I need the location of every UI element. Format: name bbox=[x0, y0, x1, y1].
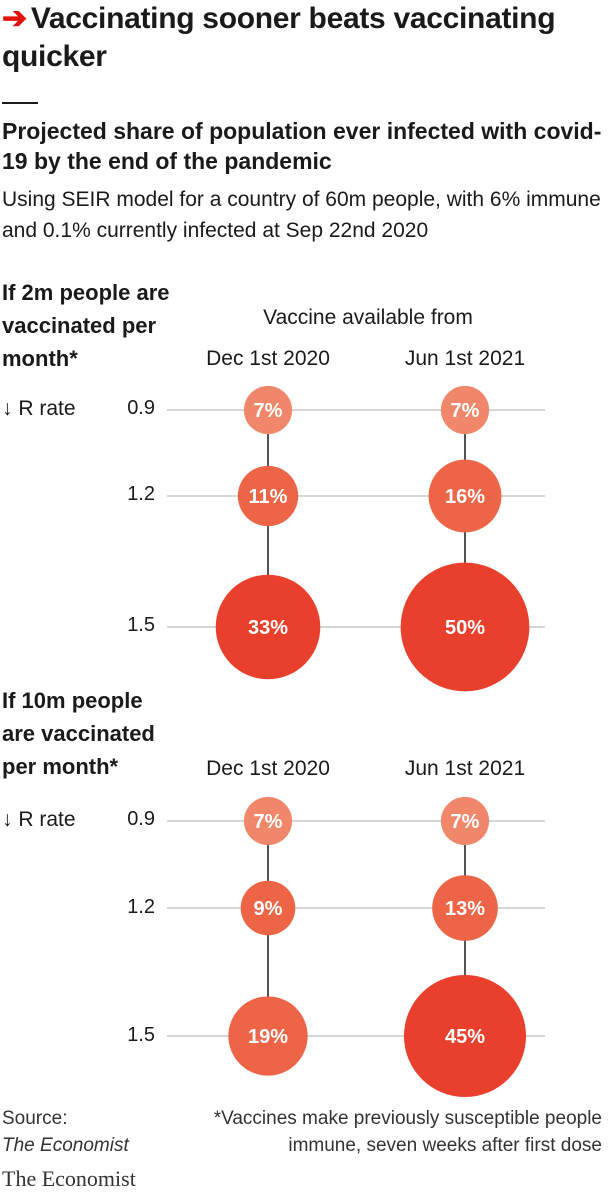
panel-1-col-header-jun: Jun 1st 2021 bbox=[404, 347, 526, 370]
panel-2-bubble-0-0 bbox=[243, 796, 293, 846]
panel-1-bubble-label-0-1: 11% bbox=[249, 486, 288, 508]
panel-1-bubble-label-0-0: 7% bbox=[254, 400, 283, 422]
panel-1-bubble-1-0 bbox=[440, 385, 490, 435]
source-name: The Economist bbox=[2, 1135, 129, 1156]
panel-2-bubble-1-2 bbox=[403, 974, 527, 1098]
panel-1-bubble-0-2 bbox=[215, 574, 321, 680]
source-note: Source: The Economist bbox=[2, 1105, 129, 1159]
panel-1-bubble-1-2 bbox=[400, 562, 530, 692]
panel-2-tick-1.5: 1.5 bbox=[127, 1024, 155, 1046]
brand-logo-text: The Economist bbox=[2, 1166, 136, 1191]
panel-1-tick-1.2: 1.2 bbox=[127, 483, 155, 505]
chart-description: Using SEIR model for a country of 60m pe… bbox=[2, 188, 601, 242]
panel-2-bubble-label-1-2: 45% bbox=[445, 1026, 485, 1048]
panel-2-bubble-0-1 bbox=[240, 880, 296, 936]
panel-1-bubble-0-1 bbox=[237, 465, 299, 527]
chart-subtitle: Projected share of population ever infec… bbox=[2, 118, 602, 174]
panel-1-bubble-0-0 bbox=[243, 385, 293, 435]
panel-1-bubble-label-1-1: 16% bbox=[445, 486, 485, 508]
panel-2-title: If 10m people are vaccinated per month* bbox=[2, 688, 155, 779]
panel-2-bubble-label-0-1: 9% bbox=[254, 898, 283, 920]
panel-2-bubble-label-1-0: 7% bbox=[451, 811, 480, 833]
panel-2-tick-0.9: 0.9 bbox=[127, 808, 155, 830]
panel-2-r-rate-label: ↓ R rate bbox=[2, 808, 76, 831]
panel-1-bubble-label-1-0: 7% bbox=[451, 400, 480, 422]
panel-1-bubble-label-0-2: 33% bbox=[248, 617, 288, 639]
panel-1-tick-1.5: 1.5 bbox=[127, 614, 155, 636]
panel-2-bubble-label-0-0: 7% bbox=[254, 811, 283, 833]
arrow-icon: ➔ bbox=[2, 2, 27, 35]
panel-2-col-header-jun: Jun 1st 2021 bbox=[404, 757, 526, 780]
panel-1-col-header-dec: Dec 1st 2020 bbox=[206, 347, 330, 370]
headline: ➔ Vaccinating sooner beats vaccinating qu… bbox=[2, 0, 602, 76]
headline-text: Vaccinating sooner beats vaccinating qui… bbox=[2, 2, 556, 73]
title-rule bbox=[2, 102, 38, 104]
panel-2-col-header-dec: Dec 1st 2020 bbox=[206, 757, 330, 780]
vaccine-available-label: Vaccine available from bbox=[263, 306, 473, 329]
panel-1-tick-0.9: 0.9 bbox=[127, 397, 155, 419]
source-label: Source: bbox=[2, 1108, 68, 1129]
panel-1-bubble-label-1-2: 50% bbox=[445, 617, 485, 639]
panel-2-bubble-1-0 bbox=[440, 796, 490, 846]
panel-2-tick-1.2: 1.2 bbox=[127, 896, 155, 918]
footnote: *Vaccines make previously susceptible pe… bbox=[213, 1108, 602, 1156]
panel-2-bubble-0-2 bbox=[228, 996, 308, 1076]
panel-1-bubble-1-1 bbox=[428, 459, 502, 533]
panel-1-title: If 2m people are vaccinated per month* bbox=[2, 280, 170, 371]
panel-2-bubble-1-1 bbox=[432, 875, 498, 941]
panel-1-r-rate-label: ↓ R rate bbox=[2, 397, 76, 420]
panel-2-bubble-label-1-1: 13% bbox=[445, 898, 485, 920]
panel-2-bubble-label-0-2: 19% bbox=[248, 1026, 288, 1048]
